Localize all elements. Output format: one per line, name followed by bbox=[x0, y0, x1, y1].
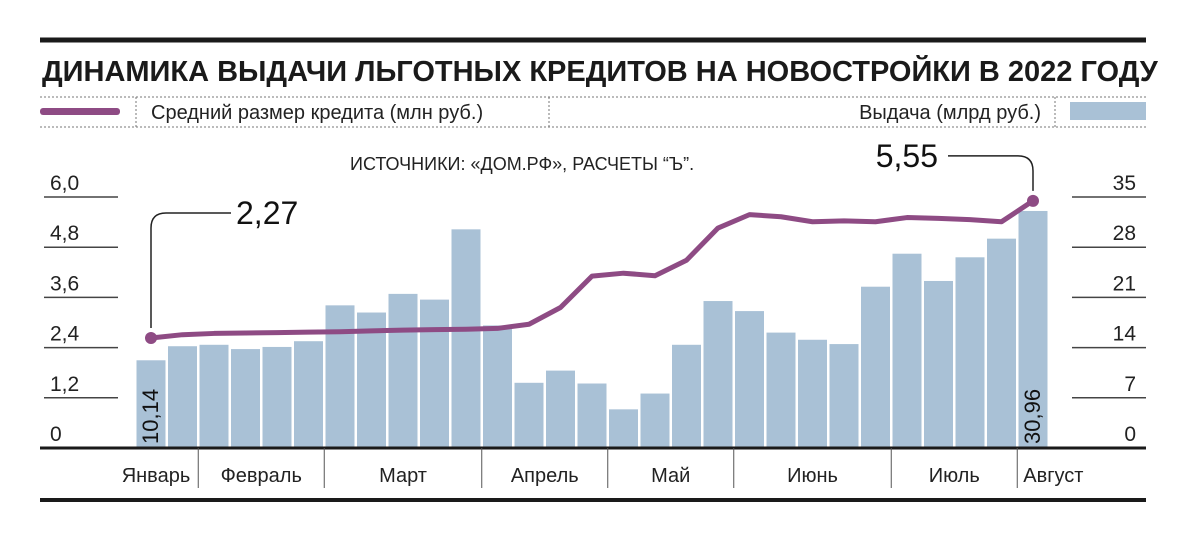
bar bbox=[735, 311, 764, 448]
line-endpoint-marker bbox=[145, 332, 157, 345]
left-tick-label: 1,2 bbox=[50, 373, 79, 396]
month-labels: Январь Февраль Март Апрель Май Июнь Июль Август bbox=[122, 465, 1084, 487]
bar bbox=[294, 341, 323, 448]
bar-series bbox=[136, 210, 1048, 448]
bar bbox=[609, 409, 638, 448]
bar-value-label: 10,14 bbox=[138, 389, 163, 444]
month-label: Январь bbox=[122, 465, 191, 487]
bar bbox=[483, 325, 512, 448]
legend-line-label: Средний размер кредита (млн руб.) bbox=[151, 102, 483, 124]
left-axis: 6,0 4,8 3,6 2,4 1,2 0 bbox=[44, 172, 118, 446]
right-tick-label: 28 bbox=[1113, 222, 1136, 245]
bar bbox=[798, 339, 827, 448]
right-tick-label: 35 bbox=[1113, 172, 1136, 195]
month-label: Февраль bbox=[221, 465, 302, 487]
legend-bar-swatch bbox=[1070, 102, 1146, 120]
bar bbox=[136, 360, 166, 448]
legend-line-swatch bbox=[40, 108, 120, 115]
month-label: Май bbox=[651, 465, 690, 487]
left-tick-label: 3,6 bbox=[50, 272, 79, 295]
month-label: Апрель bbox=[511, 465, 579, 487]
right-tick-label: 14 bbox=[1113, 323, 1137, 346]
bar bbox=[168, 346, 197, 448]
bar bbox=[546, 370, 575, 448]
right-tick-label: 7 bbox=[1124, 373, 1136, 396]
bar bbox=[703, 301, 733, 448]
callout-label: 5,55 bbox=[876, 138, 938, 174]
bar bbox=[577, 383, 607, 448]
bar bbox=[1018, 210, 1048, 448]
bar bbox=[861, 286, 890, 448]
bar bbox=[231, 349, 260, 448]
bar bbox=[892, 253, 922, 448]
line-endpoint-marker bbox=[1027, 194, 1039, 207]
right-tick-label: 0 bbox=[1124, 423, 1136, 446]
bar bbox=[388, 293, 418, 448]
month-label: Июнь bbox=[787, 465, 838, 487]
bar bbox=[514, 382, 544, 448]
left-tick-label: 4,8 bbox=[50, 222, 79, 245]
bar bbox=[672, 344, 701, 448]
callout-leader bbox=[948, 155, 1034, 191]
left-tick-label: 0 bbox=[50, 423, 62, 446]
legend-bar-label: Выдача (млрд руб.) bbox=[859, 102, 1041, 124]
chart-title: ДИНАМИКА ВЫДАЧИ ЛЬГОТНЫХ КРЕДИТОВ НА НОВ… bbox=[42, 54, 1159, 88]
bar bbox=[640, 393, 670, 448]
callout-label: 2,27 bbox=[236, 195, 298, 231]
bar bbox=[262, 346, 292, 448]
bar bbox=[357, 312, 386, 448]
bar bbox=[766, 332, 796, 448]
callout-leader bbox=[150, 212, 231, 329]
line-series bbox=[148, 198, 1036, 341]
bar bbox=[987, 238, 1016, 448]
month-label: Август bbox=[1023, 465, 1083, 487]
left-tick-label: 2,4 bbox=[50, 323, 80, 346]
month-label: Март bbox=[379, 465, 427, 487]
month-separators bbox=[197, 448, 1018, 488]
source-note: ИСТОЧНИКИ: «ДОМ.РФ», РАСЧЕТЫ “Ъ”. bbox=[350, 154, 694, 174]
bar bbox=[829, 344, 859, 448]
bar-value-label: 30,96 bbox=[1020, 389, 1045, 444]
bar bbox=[955, 257, 985, 448]
annotations: 2,27 5,55 10,14 30,96 bbox=[138, 138, 1045, 444]
right-tick-label: 21 bbox=[1113, 272, 1136, 295]
bar bbox=[325, 305, 355, 448]
line-path bbox=[148, 198, 1036, 341]
bar bbox=[924, 280, 953, 448]
bar bbox=[420, 299, 449, 448]
legend: Средний размер кредита (млн руб.) Выдача… bbox=[40, 96, 1146, 128]
bar bbox=[199, 344, 229, 448]
left-tick-label: 6,0 bbox=[50, 172, 79, 195]
bar bbox=[451, 229, 481, 448]
month-label: Июль bbox=[929, 465, 980, 487]
right-axis: 35 28 21 14 7 0 bbox=[1072, 172, 1146, 446]
